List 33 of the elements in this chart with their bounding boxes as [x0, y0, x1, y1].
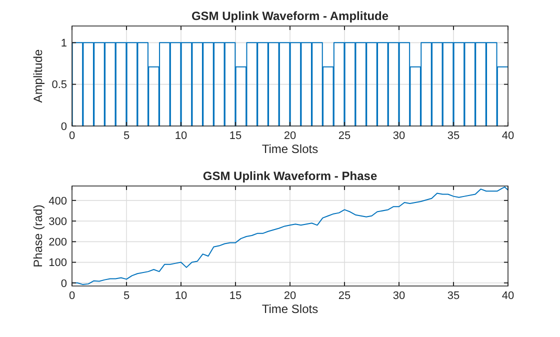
- x-tick-label: 15: [229, 290, 242, 302]
- y-tick-label: 300: [48, 216, 67, 228]
- x-tick-label: 20: [284, 130, 296, 142]
- y-tick-label: 1: [60, 38, 67, 50]
- x-tick-label: 10: [174, 290, 188, 302]
- line-series: [72, 186, 508, 286]
- x-tick-label: 40: [502, 130, 514, 142]
- x-axis-title: Time Slots: [262, 302, 318, 316]
- x-tick-label: 0: [68, 130, 76, 142]
- chart-title: GSM Uplink Waveform - Phase: [202, 169, 378, 183]
- x-tick-label: 20: [284, 290, 296, 302]
- x-tick-label: 25: [338, 130, 351, 142]
- x-tick-label: 40: [502, 290, 514, 302]
- x-tick-label: 0: [68, 290, 76, 302]
- chart-title: GSM Uplink Waveform - Amplitude: [191, 9, 389, 23]
- y-tick-label: 0: [60, 278, 67, 290]
- y-axis-title: Phase (rad): [31, 204, 45, 268]
- y-tick-label: 400: [48, 195, 67, 208]
- y-tick-label: 200: [48, 236, 67, 249]
- x-tick-label: 30: [392, 130, 406, 142]
- x-axis-title: Time Slots: [262, 142, 318, 156]
- y-axis-title: Amplitude: [31, 49, 45, 103]
- y-tick-label: 0.5: [52, 79, 67, 92]
- x-tick-label: 35: [447, 130, 460, 142]
- x-tick-label: 35: [447, 290, 460, 302]
- y-tick-label: 0: [60, 120, 67, 133]
- y-tick-label: 100: [48, 257, 67, 270]
- x-tick-label: 10: [174, 130, 188, 142]
- x-tick-label: 5: [123, 130, 130, 142]
- x-tick-label: 15: [229, 130, 242, 142]
- x-tick-label: 5: [123, 290, 130, 302]
- x-tick-label: 25: [338, 290, 351, 302]
- x-tick-label: 30: [392, 290, 406, 302]
